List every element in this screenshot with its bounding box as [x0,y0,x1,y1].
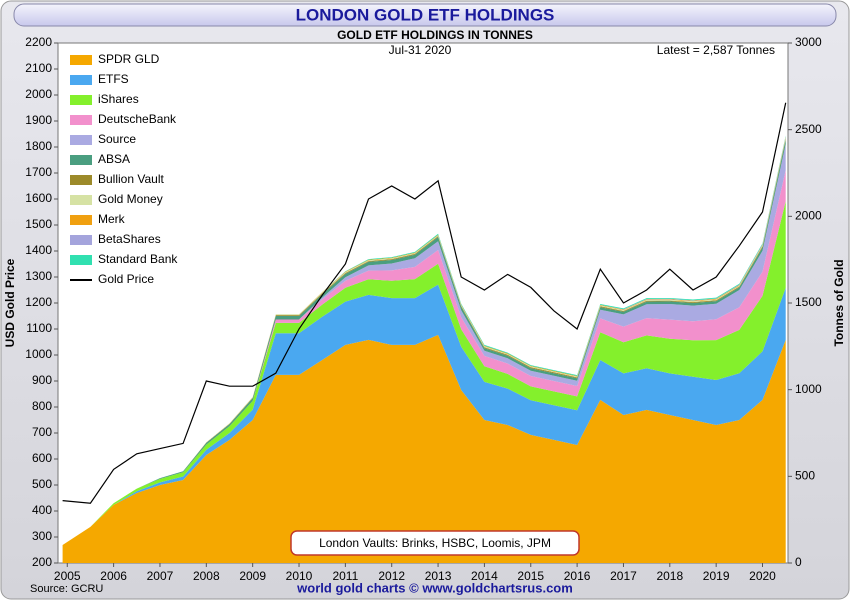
legend-swatch [70,175,92,185]
y2-axis-label: Tonnes of Gold [832,259,846,346]
y-tick-label: 1300 [25,269,52,283]
chart-title: LONDON GOLD ETF HOLDINGS [296,5,555,24]
y2-tick-label: 500 [795,469,815,483]
area [62,334,786,563]
x-tick-label: 2018 [656,569,683,583]
x-tick-label: 2009 [239,569,266,583]
legend-label: DeutscheBank [98,112,177,126]
y-tick-label: 1600 [25,191,52,205]
legend-label: Merk [98,212,126,226]
legend-label: iShares [98,92,139,106]
x-tick-label: 2011 [332,569,358,583]
y2-tick-label: 1500 [795,295,822,309]
y-tick-label: 1900 [25,113,52,127]
legend-swatch [70,135,92,145]
title-bar [13,3,837,27]
legend-label: SPDR GLD [98,52,160,66]
legend-label: Gold Price [98,272,154,286]
x-tick-label: 2005 [54,569,81,583]
area [62,284,786,545]
x-tick-label: 2017 [610,569,637,583]
x-tick-label: 2012 [378,569,405,583]
y2-tick-label: 2000 [795,209,822,223]
y-tick-label: 500 [32,477,52,491]
legend-swatch [70,115,92,125]
legend-label: Gold Money [98,192,163,206]
x-tick-label: 2008 [193,569,220,583]
legend-swatch [70,235,92,245]
legend-label: ABSA [98,152,130,166]
y-tick-label: 700 [32,425,52,439]
y-tick-label: 900 [32,373,52,387]
y-tick-label: 1200 [25,295,52,309]
y2-tick-label: 2500 [795,122,822,136]
line [62,102,787,504]
y2-tick-label: 1000 [795,382,822,396]
legend-swatch [70,75,92,85]
latest-label: Latest = 2,587 Tonnes [657,43,775,57]
legend-swatch [70,195,92,205]
y-tick-label: 300 [32,529,52,543]
legend-swatch [70,55,92,65]
y-tick-label: 1000 [25,347,52,361]
y-tick-label: 200 [32,555,52,569]
y-tick-label: 2200 [25,35,52,49]
legend-swatch [70,155,92,165]
y-tick-label: 2000 [25,87,52,101]
x-tick-label: 2016 [564,569,591,583]
legend-swatch [70,255,92,265]
x-tick-label: 2015 [517,569,544,583]
y-tick-label: 400 [32,503,52,517]
y-tick-label: 800 [32,399,52,413]
y-tick-label: 600 [32,451,52,465]
x-tick-label: 2013 [425,569,452,583]
subtitle: GOLD ETF HOLDINGS IN TONNES [337,28,533,42]
source: Source: GCRU [30,583,103,595]
x-tick-label: 2007 [147,569,174,583]
y-tick-label: 1800 [25,139,52,153]
y-tick-label: 1400 [25,243,52,257]
y2-tick-label: 3000 [795,35,822,49]
legend-swatch [70,215,92,225]
x-tick-label: 2006 [100,569,127,583]
x-tick-label: 2010 [286,569,313,583]
x-tick-label: 2019 [703,569,730,583]
date-label: Jul-31 2020 [389,43,452,57]
y-axis-label: USD Gold Price [3,258,17,347]
legend-label: Source [98,132,136,146]
annotation-box [290,530,580,556]
footer: world gold charts © www.goldchartsrus.co… [296,580,573,595]
legend-label: Bullion Vault [98,172,164,186]
x-tick-label: 2020 [749,569,776,583]
legend-label: Standard Bank [98,252,178,266]
annotation: London Vaults: Brinks, HSBC, Loomis, JPM [319,536,551,550]
y-tick-label: 1700 [25,165,52,179]
x-tick-label: 2014 [471,569,498,583]
y-tick-label: 2100 [25,61,52,75]
y-tick-label: 1100 [26,321,52,335]
legend-label: BetaShares [98,232,161,246]
y2-tick-label: 0 [795,555,802,569]
legend-label: ETFS [98,72,129,86]
legend-swatch [70,95,92,105]
y-tick-label: 1500 [25,217,52,231]
